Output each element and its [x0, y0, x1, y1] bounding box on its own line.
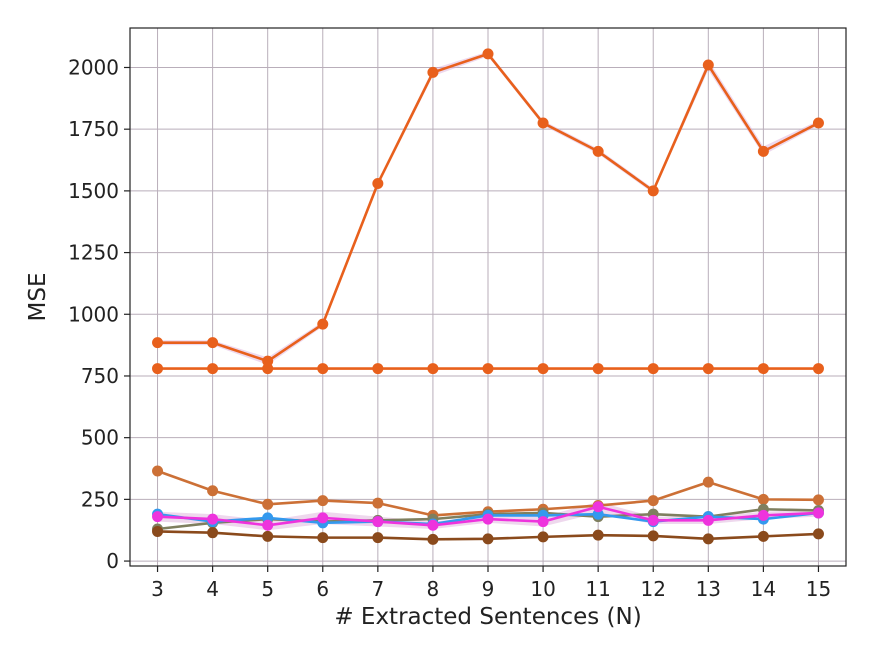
series-5-point-11 — [592, 501, 604, 513]
series-2-point-6 — [317, 495, 329, 507]
x-tick-label-13: 13 — [696, 577, 721, 601]
y-tick-label-2000: 2000 — [68, 55, 119, 79]
series-1 — [152, 363, 824, 375]
axis-ticks: 3 4 5 6 7 8 9 10 11 12 13 14 15 0 250 500 750 1000 1250 150… — [68, 55, 831, 601]
x-tick-label-14: 14 — [751, 577, 776, 601]
series-1-point-8 — [427, 363, 439, 375]
x-tick-label-9: 9 — [482, 577, 495, 601]
x-tick-label-10: 10 — [530, 577, 555, 601]
y-tick-label-1500: 1500 — [68, 179, 119, 203]
series-0-point-13 — [702, 59, 714, 71]
x-tick-label-3: 3 — [151, 577, 164, 601]
series-5-point-6 — [317, 512, 329, 524]
x-tick-label-4: 4 — [206, 577, 219, 601]
series-5 — [152, 501, 824, 531]
series-5-point-4 — [207, 513, 219, 525]
series-1-point-5 — [262, 363, 274, 375]
series-6-point-14 — [757, 530, 769, 542]
y-tick-label-1750: 1750 — [68, 117, 119, 141]
series-0 — [152, 48, 824, 367]
series-6-point-15 — [812, 528, 824, 540]
series-6-point-3 — [152, 525, 164, 537]
y-tick-label-0: 0 — [106, 549, 119, 573]
series-0-point-15 — [812, 117, 824, 129]
series-0-point-6 — [317, 318, 329, 330]
series-1-point-15 — [812, 363, 824, 375]
series-5-point-8 — [427, 519, 439, 531]
series-6-point-10 — [537, 531, 549, 543]
series-1-point-11 — [592, 363, 604, 375]
series-6-point-13 — [702, 533, 714, 545]
x-axis-title: # Extracted Sentences (N) — [334, 604, 641, 630]
x-tick-label-11: 11 — [585, 577, 610, 601]
grid — [130, 28, 846, 566]
series-2-point-14 — [757, 493, 769, 505]
series-5-point-12 — [647, 514, 659, 526]
x-tick-label-6: 6 — [316, 577, 329, 601]
series-6-point-12 — [647, 530, 659, 542]
series-5-point-14 — [757, 509, 769, 521]
y-tick-label-1250: 1250 — [68, 241, 119, 265]
y-tick-label-250: 250 — [81, 487, 119, 511]
series-5-point-3 — [152, 511, 164, 523]
series-2-point-7 — [372, 497, 384, 509]
series-5-point-13 — [702, 514, 714, 526]
series-5-point-7 — [372, 516, 384, 528]
series-2-point-3 — [152, 465, 164, 477]
series-0-point-11 — [592, 145, 604, 157]
y-tick-label-750: 750 — [81, 364, 119, 388]
series-0-point-8 — [427, 66, 439, 78]
x-tick-label-5: 5 — [261, 577, 274, 601]
series-1-point-9 — [482, 363, 494, 375]
series-1-point-12 — [647, 363, 659, 375]
series-6 — [152, 525, 824, 545]
series-5-point-9 — [482, 513, 494, 525]
x-tick-label-8: 8 — [427, 577, 440, 601]
series-0-point-7 — [372, 177, 384, 189]
series-2-point-15 — [812, 494, 824, 506]
y-tick-label-500: 500 — [81, 426, 119, 450]
series-1-point-3 — [152, 363, 164, 375]
series-1-point-6 — [317, 363, 329, 375]
series-6-point-6 — [317, 532, 329, 544]
series-2-point-4 — [207, 485, 219, 497]
series-5-point-5 — [262, 519, 274, 531]
series-0-point-14 — [757, 145, 769, 157]
series-6-point-5 — [262, 530, 274, 542]
series-1-point-10 — [537, 363, 549, 375]
series-1-point-13 — [702, 363, 714, 375]
series-1-point-14 — [757, 363, 769, 375]
series-lines — [152, 48, 824, 545]
series-1-point-4 — [207, 363, 219, 375]
series-6-point-9 — [482, 533, 494, 545]
x-tick-label-15: 15 — [806, 577, 831, 601]
y-axis-title: MSE — [25, 273, 51, 322]
series-5-point-15 — [812, 507, 824, 519]
series-2-point-5 — [262, 498, 274, 510]
x-tick-label-12: 12 — [641, 577, 666, 601]
series-2-point-12 — [647, 495, 659, 507]
series-1-point-7 — [372, 363, 384, 375]
series-6-point-8 — [427, 533, 439, 545]
y-tick-label-1000: 1000 — [68, 302, 119, 326]
series-6-point-7 — [372, 532, 384, 544]
series-0-point-9 — [482, 48, 494, 60]
series-2-point-13 — [702, 476, 714, 488]
series-0-point-3 — [152, 337, 164, 349]
series-5-point-10 — [537, 516, 549, 528]
x-tick-label-7: 7 — [371, 577, 384, 601]
series-6-point-11 — [592, 529, 604, 541]
series-0-point-12 — [647, 185, 659, 197]
series-0-point-4 — [207, 337, 219, 349]
series-6-point-4 — [207, 527, 219, 539]
series-0-point-10 — [537, 117, 549, 129]
